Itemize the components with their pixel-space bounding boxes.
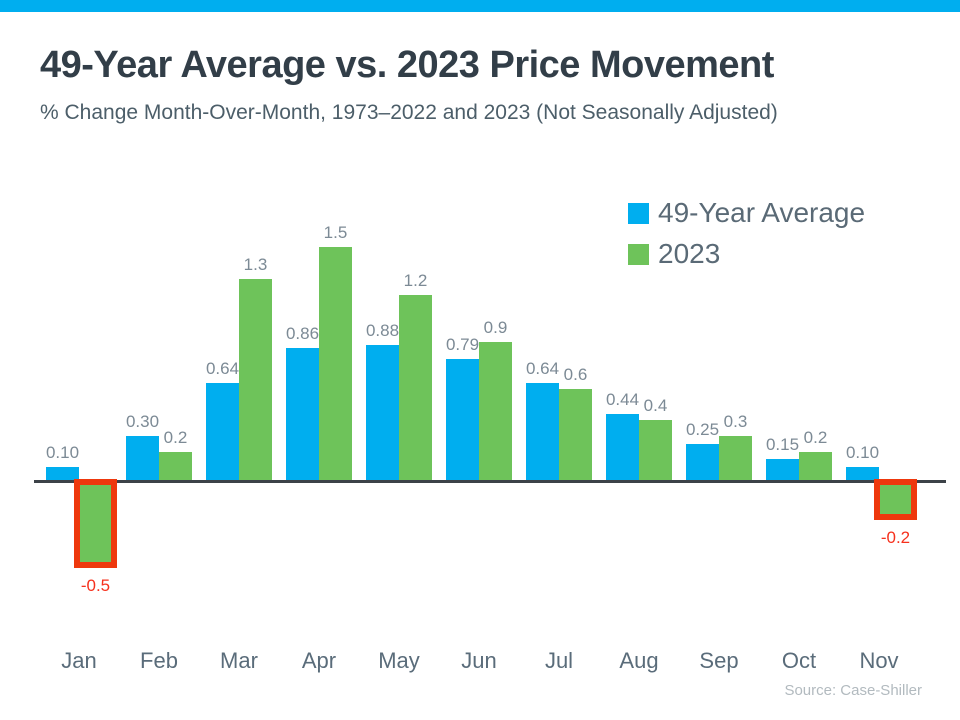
bar-49yr-avg-sep bbox=[686, 444, 719, 483]
legend-label-2023: 2023 bbox=[658, 238, 721, 269]
source-attribution: Source: Case-Shiller bbox=[784, 682, 922, 699]
value-label-49yr-avg-may: 0.88 bbox=[365, 321, 400, 340]
legend-label-49-year-average: 49-Year Average bbox=[658, 197, 866, 228]
value-label-2023-oct: 0.2 bbox=[803, 428, 828, 447]
value-label-2023-feb: 0.2 bbox=[163, 428, 188, 447]
value-label-2023-jun: 0.9 bbox=[483, 318, 508, 337]
value-label-2023-jan: -0.5 bbox=[80, 576, 111, 595]
value-label-49yr-avg-apr: 0.86 bbox=[285, 324, 320, 343]
page-title: 49-Year Average vs. 2023 Price Movement bbox=[40, 44, 774, 86]
bar-49yr-avg-oct bbox=[766, 459, 799, 483]
bar-49yr-avg-nov bbox=[846, 467, 879, 483]
month-label-nov: Nov bbox=[859, 648, 899, 673]
legend-item-49-year-average: 49-Year Average bbox=[628, 197, 865, 229]
value-label-49yr-avg-oct: 0.15 bbox=[765, 435, 800, 454]
value-label-49yr-avg-feb: 0.30 bbox=[125, 412, 160, 431]
month-label-oct: Oct bbox=[781, 648, 817, 673]
negative-highlight-box-nov bbox=[874, 479, 917, 520]
bar-2023-jul bbox=[559, 389, 592, 483]
value-label-49yr-avg-jun: 0.79 bbox=[445, 335, 480, 354]
bar-49yr-avg-mar bbox=[206, 383, 239, 483]
bar-49yr-avg-jul bbox=[526, 383, 559, 483]
value-label-49yr-avg-aug: 0.44 bbox=[605, 390, 640, 409]
bar-49yr-avg-apr bbox=[286, 348, 319, 483]
value-label-49yr-avg-jan: 0.10 bbox=[45, 443, 80, 462]
bar-49yr-avg-may bbox=[366, 345, 399, 483]
bar-2023-mar bbox=[239, 279, 272, 483]
bar-49yr-avg-jun bbox=[446, 359, 479, 483]
month-label-sep: Sep bbox=[699, 648, 739, 673]
x-axis-line bbox=[34, 480, 946, 483]
chart-legend: 49-Year Average 2023 bbox=[628, 197, 865, 279]
month-label-mar: Mar bbox=[220, 648, 258, 673]
month-label-feb: Feb bbox=[140, 648, 178, 673]
page-subtitle: % Change Month-Over-Month, 1973–2022 and… bbox=[40, 101, 778, 124]
bar-49yr-avg-aug bbox=[606, 414, 639, 483]
value-label-49yr-avg-sep: 0.25 bbox=[685, 420, 720, 439]
month-label-may: May bbox=[378, 648, 420, 673]
value-label-2023-apr: 1.5 bbox=[323, 223, 348, 242]
value-label-49yr-avg-mar: 0.64 bbox=[205, 359, 240, 378]
month-label-jun: Jun bbox=[461, 648, 497, 673]
bar-2023-sep bbox=[719, 436, 752, 483]
value-label-2023-may: 1.2 bbox=[403, 271, 428, 290]
top-accent-strip bbox=[0, 0, 960, 12]
value-label-2023-nov: -0.2 bbox=[880, 528, 911, 547]
value-label-2023-sep: 0.3 bbox=[723, 412, 748, 431]
month-label-apr: Apr bbox=[301, 648, 337, 673]
bar-2023-jun bbox=[479, 342, 512, 483]
bar-2023-apr bbox=[319, 247, 352, 483]
month-label-jul: Jul bbox=[544, 648, 574, 673]
value-label-49yr-avg-nov: 0.10 bbox=[845, 443, 880, 462]
legend-item-2023: 2023 bbox=[628, 238, 865, 270]
negative-highlight-box-jan bbox=[74, 479, 117, 568]
bar-2023-nov bbox=[879, 483, 912, 514]
bar-2023-aug bbox=[639, 420, 672, 483]
month-label-jan: Jan bbox=[61, 648, 97, 673]
month-label-aug: Aug bbox=[619, 648, 659, 673]
value-label-49yr-avg-jul: 0.64 bbox=[525, 359, 560, 378]
bar-2023-oct bbox=[799, 452, 832, 483]
value-label-2023-jul: 0.6 bbox=[563, 365, 588, 384]
bar-49yr-avg-jan bbox=[46, 467, 79, 483]
bar-2023-feb bbox=[159, 452, 192, 483]
legend-swatch-49-year-average bbox=[628, 202, 649, 224]
bar-2023-jan bbox=[79, 483, 112, 562]
legend-swatch-2023 bbox=[628, 243, 649, 265]
value-label-2023-mar: 1.3 bbox=[243, 255, 268, 274]
value-label-2023-aug: 0.4 bbox=[643, 396, 668, 415]
bar-2023-may bbox=[399, 295, 432, 483]
bar-49yr-avg-feb bbox=[126, 436, 159, 483]
